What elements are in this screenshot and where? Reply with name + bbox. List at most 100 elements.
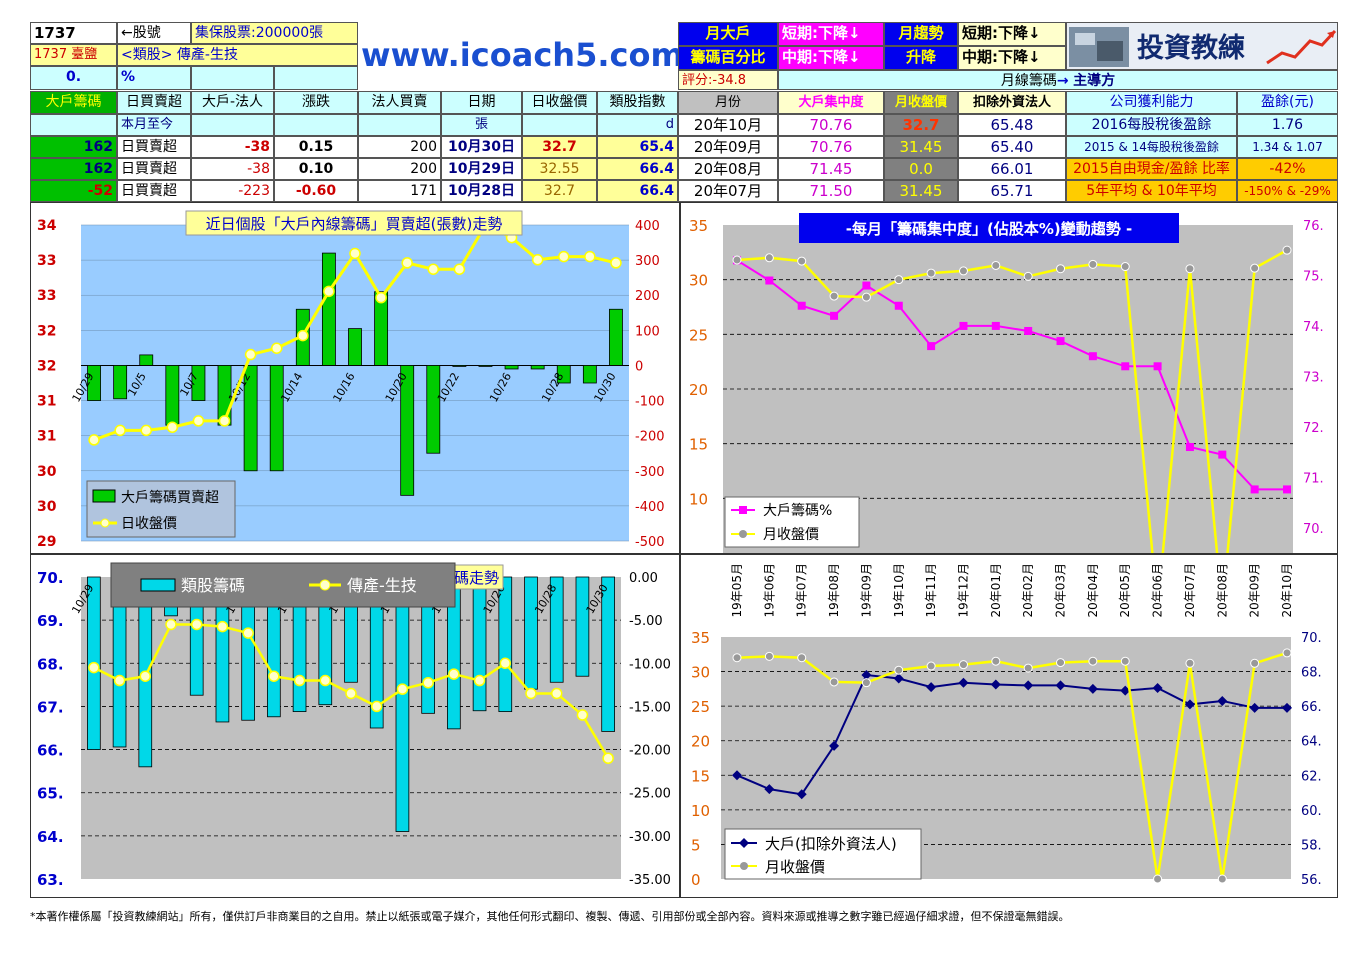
price-point [1250,658,1260,668]
profit-cell: 2015自由現金/盈餘 比率 [1066,158,1237,180]
daily-cell: 200 [358,158,441,180]
profit-cell: 5年平均 & 10年平均 [1066,180,1237,202]
price-point [861,292,871,302]
right-tick-label: 70. [1303,522,1324,537]
left-tick-label: 67. [37,698,64,716]
legend-marker [100,518,110,528]
price-point [1023,271,1033,281]
big-holder-point [1152,682,1163,693]
left-tick-label: 65. [37,785,64,803]
short-term-trend: 短期:下降↓ [778,22,884,46]
chart3-sector-chips: -35.00 -30.00 -25.00 -20.00 -15.00 -10.00 -5.0… [37,562,671,889]
bar [478,365,493,367]
concentration-point [1024,326,1033,335]
price-point [297,329,309,342]
price-point [1056,658,1066,668]
title-box [799,213,1179,243]
legend-label: 大戶籌碼% [763,503,832,519]
concentration-point [1250,485,1259,494]
price-point [218,415,231,427]
chart3-panel: -35.00 -30.00 -25.00 -20.00 -15.00 -10.00 -5.0… [30,554,680,898]
site-url[interactable]: www.icoach5.com [358,22,678,90]
legend-marker [739,506,747,514]
daily-cell: 日買賣超 [117,158,191,180]
unit-cell [30,114,117,136]
x-tick-label: 20年10月 [1280,563,1294,618]
right-tick-label: -100 [635,395,665,410]
left-tick-label: 20 [689,381,708,399]
left-tick-label: 63. [37,871,64,889]
left-tick-label: 20 [691,733,710,751]
right-tick-label: 0.00 [629,571,658,586]
sector-point [396,683,409,695]
daily-cell: 66.4 [597,180,678,202]
monthly-big-pct-label: 籌碼百分比 [678,46,778,70]
price-point [114,424,126,437]
price-point [1056,264,1066,274]
month-cell: 20年09月 [678,136,778,158]
unit-cell [358,114,441,136]
price-point [991,260,1001,270]
price-point [270,342,283,354]
legend-swatch-bar [92,489,116,503]
daily-cell: 10月28日 [441,180,522,202]
daily-cell: 162 [30,136,117,158]
right-tick-label: 60. [1301,804,1322,819]
right-tick-label: -20.00 [629,744,671,759]
blank-cell [191,66,274,90]
legend-marker [739,838,749,848]
bar [582,365,597,384]
price-point [732,653,742,663]
blank-cell [274,66,358,90]
month-cell: 65.71 [958,180,1066,202]
sector-point [319,674,332,687]
bar [498,576,513,713]
logo-graphic: 投資教練 [1069,27,1337,67]
concentration-point [1056,337,1065,346]
daily-cell: 65.4 [597,136,678,158]
right-tick-label: 74. [1303,320,1324,335]
legend-marker [740,862,748,870]
concentration-point [1283,485,1291,494]
big-holder-point [1023,680,1034,691]
x-tick-label: 19年07月 [795,563,809,618]
x-tick-label: 20年07月 [1183,563,1197,618]
sector-point [139,670,152,682]
big-holder-point [829,740,840,751]
daily-cell: 200 [358,136,441,158]
zero-value: 0. [30,66,117,90]
daily-cell: 32.55 [522,158,597,180]
month-cell: 20年08月 [678,158,778,180]
left-tick-label: 66. [37,742,64,760]
column-header: 日收盤價 [522,91,597,114]
price-point [1120,656,1130,666]
big-holder-point [1282,702,1292,713]
stock-code-label: ←股號 [117,22,191,44]
right-tick-label: -30.00 [629,830,671,845]
mid-term-trend: 中期:下降↓ [778,46,884,70]
logo: 投資教練 [1066,22,1338,70]
left-tick-label: 31 [37,394,56,410]
price-point [829,677,839,687]
left-tick-label: 29 [37,534,56,550]
price-point [401,257,413,269]
concentration-point [862,281,871,290]
bar [549,576,564,683]
price-point [531,254,544,266]
concentration-point [991,321,1000,330]
left-tick-label: 31 [37,429,56,445]
big-holder-point [732,770,742,781]
right-tick-label: 400 [635,219,660,234]
x-tick-label: 20年09月 [1248,563,1262,618]
sector-point [422,676,434,689]
price-point [861,678,871,688]
chart1-panel: -500 -400 -300 -200 -100 0 100 200 300 400 29 30 30 3… [30,202,680,554]
concentration-point [894,301,903,310]
daily-cell: 10月30日 [441,136,522,158]
left-tick-label: 68. [37,655,64,673]
bar [348,328,362,366]
bar [524,576,538,690]
price-point [88,434,100,446]
concentration-line [736,259,1287,491]
legend-label: 月收盤價 [765,858,825,876]
